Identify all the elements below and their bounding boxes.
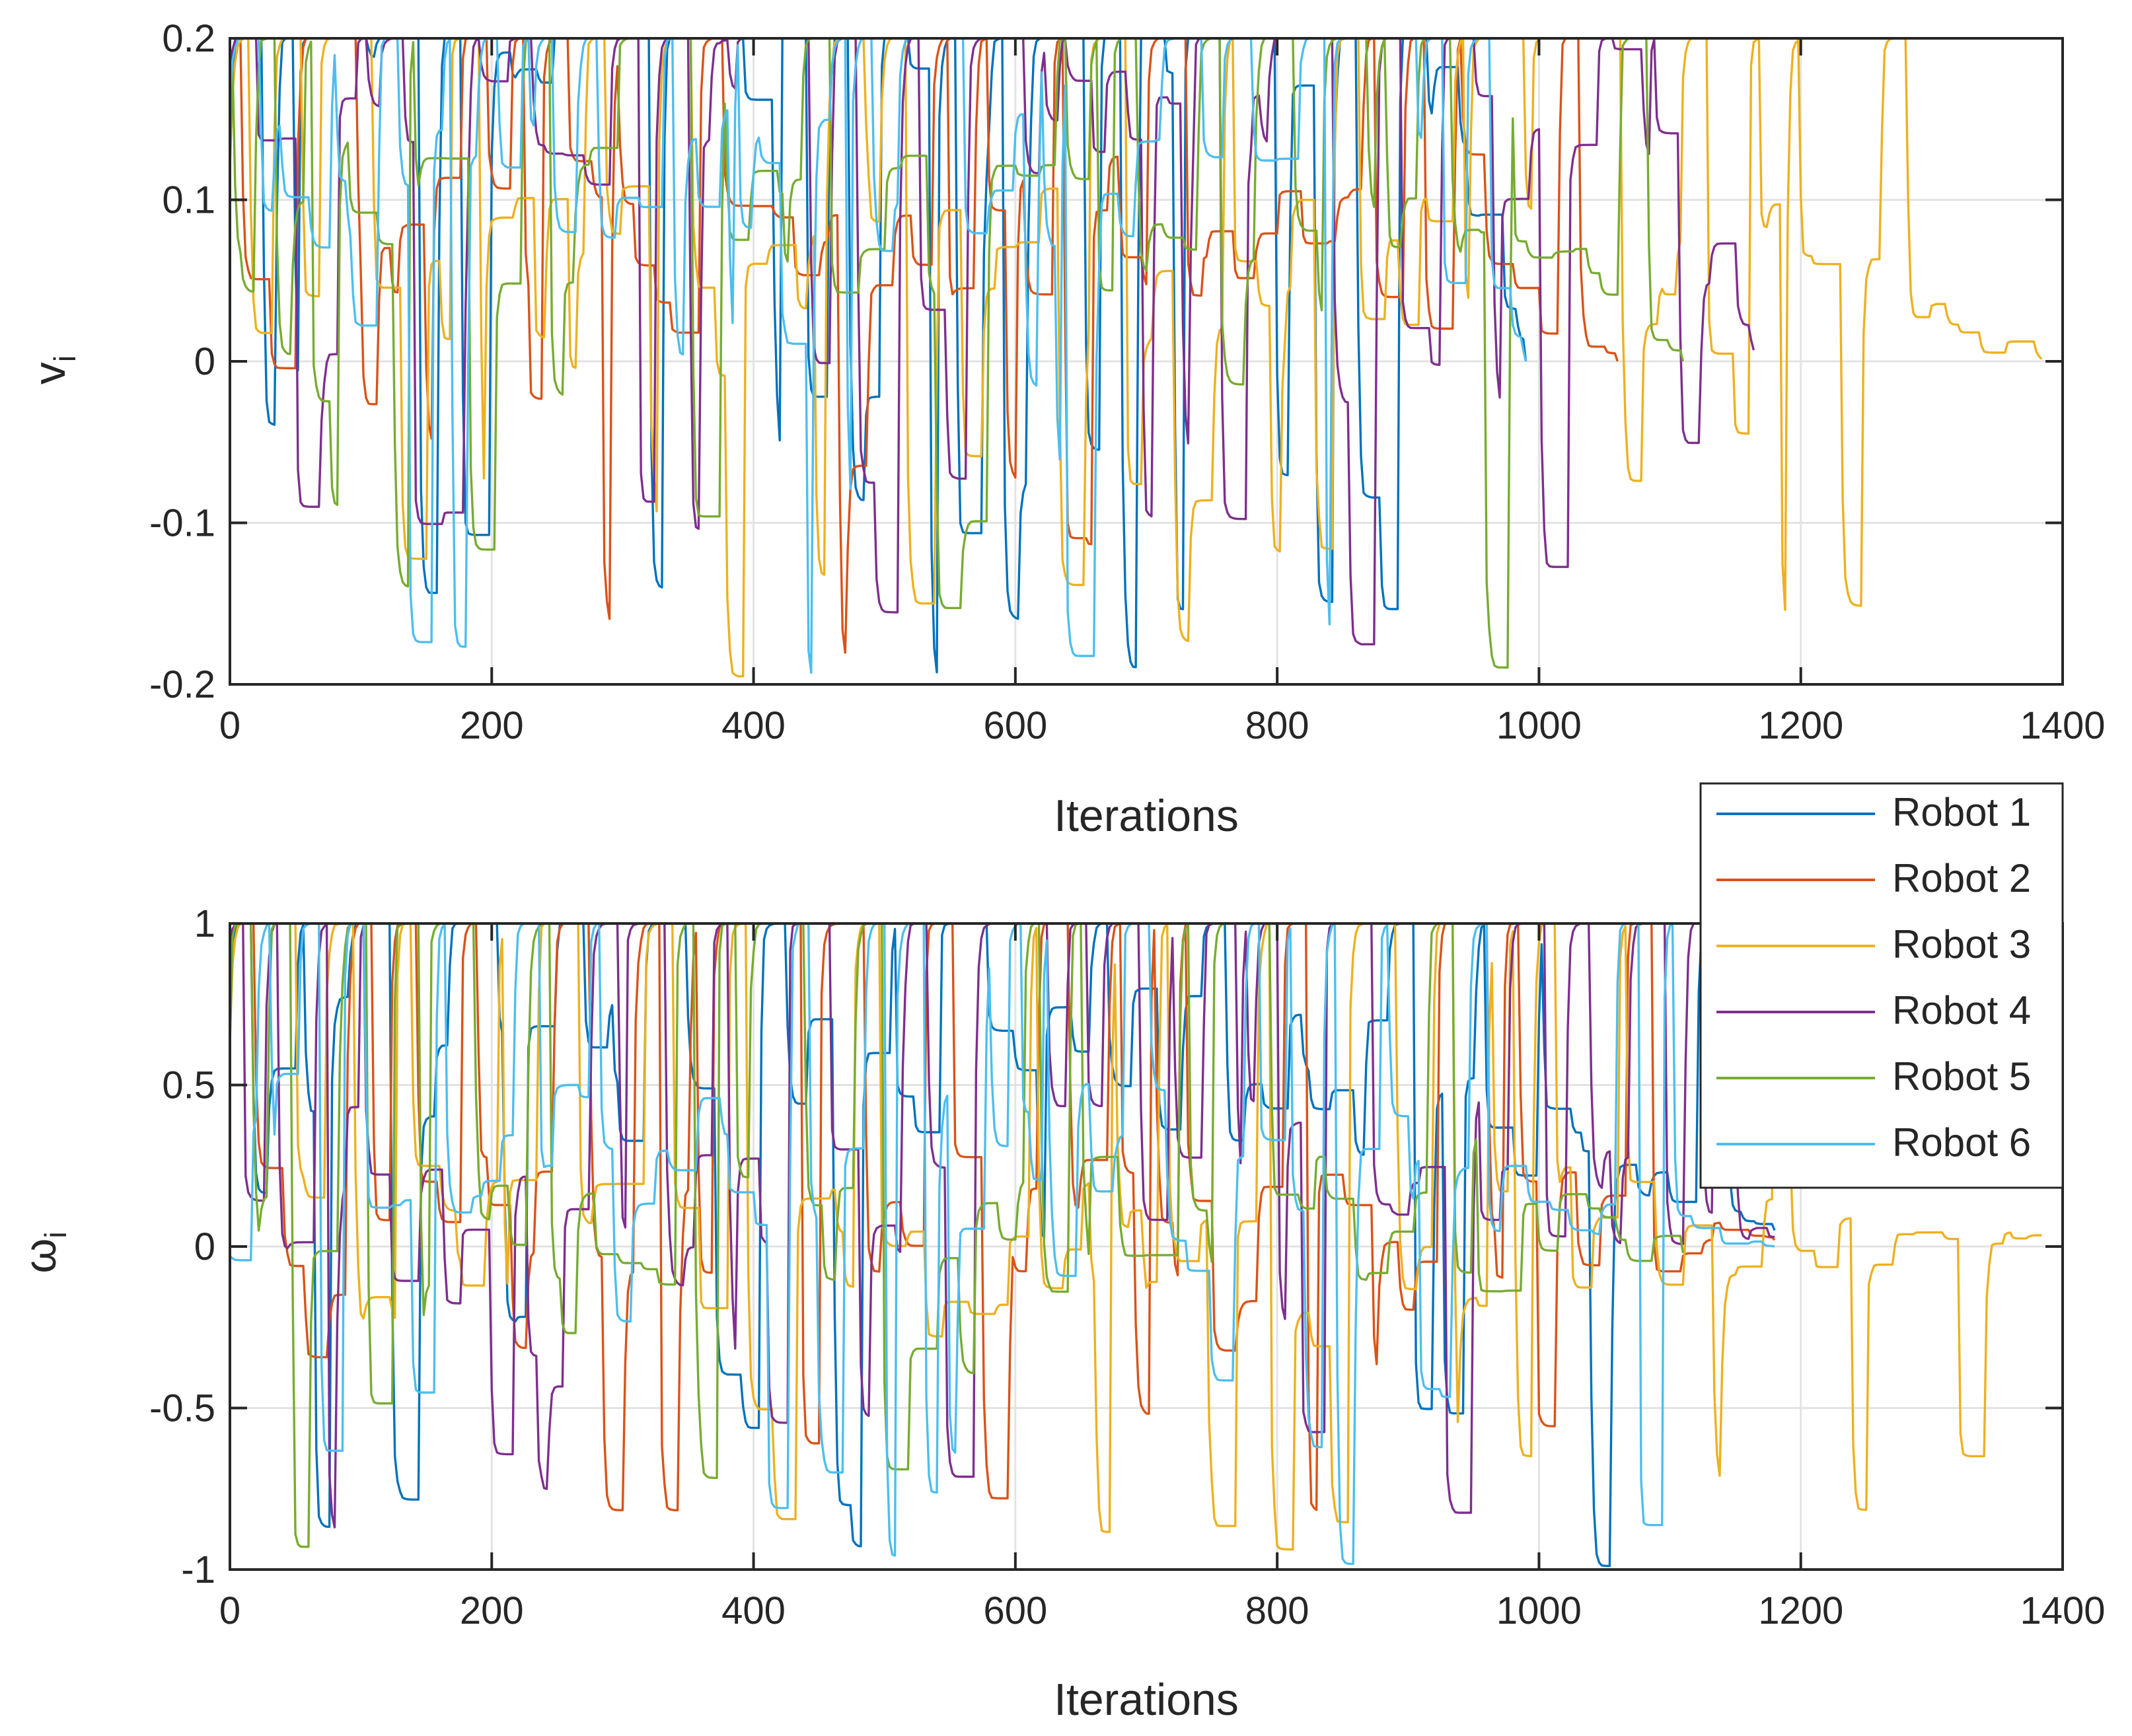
angular-velocity-x-tick-label: 1400 [2020,1589,2105,1632]
angular-velocity-x-axis-title: Iterations [1054,1675,1239,1725]
angular-velocity-y-tick-label: -1 [181,1548,215,1591]
angular-velocity-series-robot-3 [229,922,2042,1551]
velocity-x-tick-label: 1000 [1496,704,1582,747]
velocity-y-axis-subscript: i [48,355,82,362]
angular-velocity-y-axis-subscript: i [38,1231,73,1238]
legend-label-robot-4: Robot 4 [1892,988,2031,1032]
angular-velocity-y-tick-label: 0.5 [162,1064,215,1107]
angular-velocity-x-tick-label: 1000 [1496,1589,1582,1632]
velocity-x-axis-title: Iterations [1054,791,1239,841]
angular-velocity-chart: 0 200 400 600 800 1000 1200 1400 -1 -0.5 0 0.5 1 Ite… [15,902,2106,1725]
angular-velocity-x-tick-label: 800 [1245,1589,1309,1632]
legend-label-robot-3: Robot 3 [1892,922,2031,966]
velocity-y-tick-label: 0.1 [162,179,215,222]
velocity-y-tick-label: -0.2 [149,663,215,706]
velocity-y-axis-symbol: v [24,362,75,384]
angular-velocity-x-tick-label: 200 [460,1589,524,1632]
legend-label-robot-5: Robot 5 [1892,1054,2031,1099]
velocity-x-tick-label: 200 [460,704,524,747]
legend-items: Robot 1 Robot 2 Robot 3 Robot 4 Robot 5 Robot… [1716,790,2031,1165]
angular-velocity-ticks [229,922,2064,1571]
angular-velocity-series-robot-6 [229,922,1775,1566]
legend-label-robot-1: Robot 1 [1892,790,2031,834]
angular-velocity-y-axis-symbol: ω [15,1239,65,1274]
angular-velocity-y-tick-label: -0.5 [149,1387,215,1430]
velocity-x-tick-label: 800 [1245,704,1309,747]
velocity-x-tick-label: 1400 [2020,704,2105,747]
legend-label-robot-2: Robot 2 [1892,856,2031,900]
angular-velocity-x-tick-label: 1200 [1758,1589,1843,1632]
velocity-y-axis-title: vi [24,355,82,384]
velocity-y-tick-label: 0 [194,340,215,383]
velocity-tick-labels: 0 200 400 600 800 1000 1200 1400 -0.2 -0.1 0 0.1 0.2 [149,17,2105,747]
legend-label-robot-6: Robot 6 [1892,1120,2031,1165]
velocity-chart: 0 200 400 600 800 1000 1200 1400 -0.2 -0.1 0 0.1 0.2… [24,17,2106,841]
velocity-ticks [229,37,2064,686]
legend-box [1699,782,2064,1189]
angular-velocity-y-tick-label: 1 [194,902,215,945]
velocity-y-tick-label: 0.2 [162,17,215,60]
velocity-x-tick-label: 0 [219,704,240,747]
velocity-x-tick-label: 600 [983,704,1047,747]
angular-velocity-x-tick-label: 0 [219,1589,240,1632]
angular-velocity-tick-labels: 0 200 400 600 800 1000 1200 1400 -1 -0.5 0 0.5 1 [149,902,2105,1632]
angular-velocity-y-tick-label: 0 [194,1225,215,1268]
velocity-y-tick-label: -0.1 [149,502,215,545]
velocity-series-robot-3 [229,37,2043,678]
velocity-x-tick-label: 400 [721,704,786,747]
angular-velocity-x-tick-label: 600 [983,1589,1047,1632]
angular-velocity-y-axis-title: ωi [15,1231,73,1273]
angular-velocity-x-tick-label: 400 [721,1589,786,1632]
velocity-x-tick-label: 1200 [1758,704,1843,747]
legend: Robot 1 Robot 2 Robot 3 Robot 4 Robot 5 Robot… [1699,782,2064,1189]
